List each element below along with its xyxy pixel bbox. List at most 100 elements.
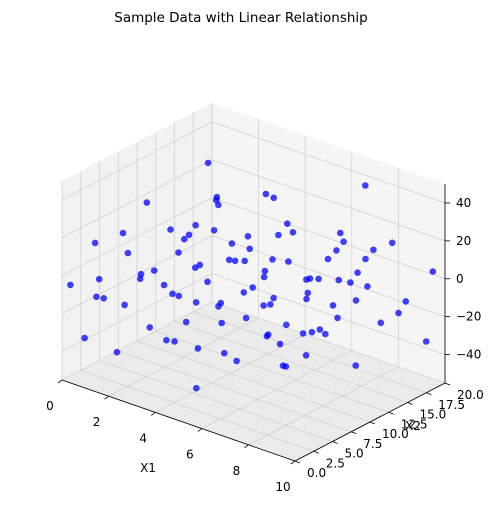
data-point [334, 315, 341, 322]
x-tick-mark [244, 445, 248, 448]
data-point [262, 268, 269, 275]
y-tick-mark [426, 393, 431, 395]
data-point [192, 222, 199, 229]
data-point [309, 329, 316, 336]
data-point [181, 236, 188, 243]
data-point [137, 276, 144, 283]
x-axis-label: X1 [140, 461, 156, 475]
data-point [195, 345, 202, 352]
data-point [303, 296, 310, 303]
z-tick-label: 40 [456, 196, 471, 210]
data-point [214, 194, 221, 201]
data-point [151, 267, 158, 274]
data-point [362, 256, 369, 263]
data-point [430, 268, 437, 275]
x-tick-mark [198, 429, 202, 432]
data-point [218, 320, 225, 327]
data-point [81, 335, 88, 342]
x-tick-label: 2 [93, 415, 101, 429]
data-point [340, 238, 347, 245]
data-point [92, 240, 99, 247]
x-tick-mark [291, 461, 295, 464]
data-point [378, 320, 385, 327]
z-tick-label: −40 [456, 348, 481, 362]
data-point [144, 199, 151, 206]
data-point [270, 195, 277, 202]
data-point [333, 247, 340, 254]
data-point [389, 240, 396, 247]
data-point [241, 289, 248, 296]
y-tick-label: 20.0 [457, 388, 484, 402]
data-point [211, 227, 218, 234]
data-point [249, 284, 256, 291]
chart-title: Sample Data with Linear Relationship [114, 10, 368, 26]
data-point [395, 310, 402, 317]
data-point [277, 341, 284, 348]
data-point [241, 258, 248, 265]
data-point [233, 358, 240, 365]
x-tick-mark [151, 412, 155, 415]
data-point [337, 230, 344, 237]
data-point [147, 324, 154, 331]
y-tick-mark [370, 422, 375, 424]
x-tick-label: 6 [186, 448, 194, 462]
data-point [215, 303, 222, 310]
x-tick-label: 8 [233, 464, 241, 478]
y-tick-mark [333, 442, 338, 444]
data-point [290, 229, 297, 236]
data-point [370, 247, 377, 254]
data-point [300, 330, 307, 337]
data-point [354, 269, 361, 276]
data-point [283, 322, 290, 329]
data-point [305, 290, 312, 297]
data-point [175, 249, 182, 256]
x-tick-label: 4 [139, 431, 147, 445]
axis-panes [62, 103, 445, 461]
y-tick-mark [314, 451, 319, 453]
data-point [193, 385, 200, 392]
data-point [347, 279, 354, 286]
data-point [335, 277, 342, 284]
data-point [192, 264, 199, 271]
data-point [275, 232, 282, 239]
z-tick-label: 0 [456, 272, 464, 286]
data-point [226, 257, 233, 264]
data-point [307, 275, 314, 282]
data-point [243, 315, 250, 322]
y-tick-mark [295, 461, 300, 463]
data-point [169, 291, 176, 298]
z-tick-label: −20 [456, 310, 481, 324]
x-tick-label: 0 [46, 399, 54, 413]
y-tick-mark [445, 383, 450, 385]
y-tick-label: 2.5 [326, 456, 345, 470]
data-point [285, 258, 292, 265]
y-tick-mark [351, 432, 356, 434]
data-point [317, 326, 324, 333]
data-point [176, 293, 183, 300]
data-point [322, 331, 329, 338]
data-point [193, 299, 200, 306]
data-point [353, 297, 360, 304]
data-point [403, 298, 410, 305]
data-point [125, 250, 132, 257]
data-point [67, 282, 74, 289]
data-point [261, 274, 268, 281]
data-point [183, 319, 190, 326]
data-point [171, 338, 178, 345]
data-point [221, 350, 228, 357]
data-point [93, 294, 100, 301]
data-point [246, 246, 253, 253]
data-point [303, 352, 310, 359]
data-point [265, 331, 272, 338]
data-point [167, 226, 174, 233]
data-point [267, 301, 274, 308]
data-point [263, 191, 270, 198]
data-point [423, 338, 430, 345]
data-point [280, 362, 287, 369]
data-point [96, 276, 103, 283]
y-tick-label: 0.0 [307, 466, 326, 480]
data-point [245, 233, 252, 240]
data-point [229, 240, 236, 247]
